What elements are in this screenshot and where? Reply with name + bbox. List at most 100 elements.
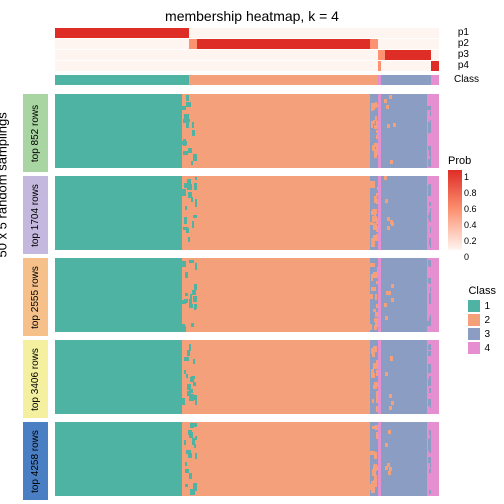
panel-label: top 1704 rows [30, 184, 41, 247]
panel-label-box: top 1704 rows [23, 176, 48, 254]
prob-tick: 0 [464, 249, 477, 265]
p-segment [197, 39, 370, 49]
heatmap-column [431, 258, 439, 332]
class-legend-item: 2 [468, 314, 496, 326]
prob-tick: 0.4 [464, 217, 477, 233]
heatmap-panels: top 852 rowstop 1704 rowstop 2555 rowsto… [55, 92, 439, 502]
heatmap-column [381, 258, 427, 332]
p-segment [189, 39, 197, 49]
p-segment [55, 28, 189, 38]
panel-label: top 3406 rows [30, 348, 41, 411]
panel-label: top 4258 rows [30, 430, 41, 493]
p-segment [431, 50, 439, 60]
p-segment [189, 28, 439, 38]
class-annotation-row: Class [55, 75, 439, 85]
heatmap-column [370, 340, 378, 414]
heatmap-column [197, 94, 370, 168]
prob-legend: Prob 10.80.60.40.20 [448, 155, 496, 252]
class-row-label: Class [454, 74, 479, 85]
heatmap-panel: top 4258 rows [55, 420, 439, 498]
p-row-label: p3 [458, 49, 469, 60]
legend-label: 3 [484, 329, 490, 340]
heatmap-column [55, 258, 182, 332]
y-axis-label: 50 x 5 random samplings [0, 112, 10, 257]
heatmap-panel: top 1704 rows [55, 174, 439, 252]
legend-swatch [468, 342, 480, 354]
panel-label-box: top 4258 rows [23, 422, 48, 500]
heatmap-column [182, 176, 197, 250]
heatmap-column [182, 422, 197, 496]
legend-swatch [468, 328, 480, 340]
p-segment [385, 50, 431, 60]
legend-swatch [468, 314, 480, 326]
panel-label: top 852 rows [30, 104, 41, 161]
heatmap-column [370, 176, 378, 250]
class-segment [189, 75, 377, 85]
class-segment [431, 75, 439, 85]
p-segment [378, 50, 386, 60]
prob-tick: 1 [464, 169, 477, 185]
legend-swatch [468, 300, 480, 312]
heatmap-column [370, 94, 378, 168]
heatmap-column [370, 258, 378, 332]
p-segment [55, 61, 378, 71]
p-row-label: p2 [458, 38, 469, 49]
p-row-label: p4 [458, 60, 469, 71]
p-segment [55, 50, 378, 60]
p-row-label: p1 [458, 27, 469, 38]
prob-ticks: 10.80.60.40.20 [464, 169, 477, 265]
heatmap-panel: top 2555 rows [55, 256, 439, 334]
top-annotation-block: p1p2p3p4 Class [55, 28, 439, 85]
class-legend-item: 1 [468, 300, 496, 312]
heatmap-column [431, 422, 439, 496]
p-segment [55, 39, 189, 49]
panel-label-box: top 3406 rows [23, 340, 48, 418]
prob-gradient [448, 170, 462, 250]
class-segment [55, 75, 189, 85]
heatmap-column [55, 176, 182, 250]
legend-label: 4 [484, 343, 490, 354]
prob-tick: 0.6 [464, 201, 477, 217]
heatmap-column [197, 340, 370, 414]
heatmap-column [182, 340, 197, 414]
heatmap-column [381, 422, 427, 496]
class-legend-item: 3 [468, 328, 496, 340]
chart-title: membership heatmap, k = 4 [0, 8, 504, 24]
p-annotation-row: p2 [55, 39, 439, 49]
heatmap-column [182, 258, 197, 332]
class-legend: Class 1 2 3 4 [468, 285, 496, 356]
class-legend-item: 4 [468, 342, 496, 354]
heatmap-panel: top 852 rows [55, 92, 439, 170]
panel-label: top 2555 rows [30, 266, 41, 329]
prob-legend-title: Prob [448, 155, 496, 167]
class-legend-title: Class [468, 285, 496, 297]
prob-tick: 0.2 [464, 233, 477, 249]
heatmap-column [55, 422, 182, 496]
heatmap-column [431, 340, 439, 414]
heatmap-column [370, 422, 378, 496]
p-segment [370, 39, 378, 49]
p-segment [381, 61, 431, 71]
p-segment [431, 61, 439, 71]
heatmap-column [431, 94, 439, 168]
panel-label-box: top 852 rows [23, 94, 48, 172]
heatmap-panel: top 3406 rows [55, 338, 439, 416]
p-annotation-row: p4 [55, 61, 439, 71]
heatmap-column [381, 94, 427, 168]
legend-label: 1 [484, 301, 490, 312]
class-segment [381, 75, 431, 85]
heatmap-column [55, 94, 182, 168]
p-annotation-row: p3 [55, 50, 439, 60]
heatmap-column [55, 340, 182, 414]
heatmap-column [182, 94, 197, 168]
heatmap-column [197, 258, 370, 332]
panel-label-box: top 2555 rows [23, 258, 48, 336]
heatmap-column [381, 340, 427, 414]
heatmap-column [197, 422, 370, 496]
heatmap-column [381, 176, 427, 250]
heatmap-column [197, 176, 370, 250]
legend-label: 2 [484, 315, 490, 326]
heatmap-column [431, 176, 439, 250]
prob-tick: 0.8 [464, 185, 477, 201]
p-segment [378, 39, 439, 49]
